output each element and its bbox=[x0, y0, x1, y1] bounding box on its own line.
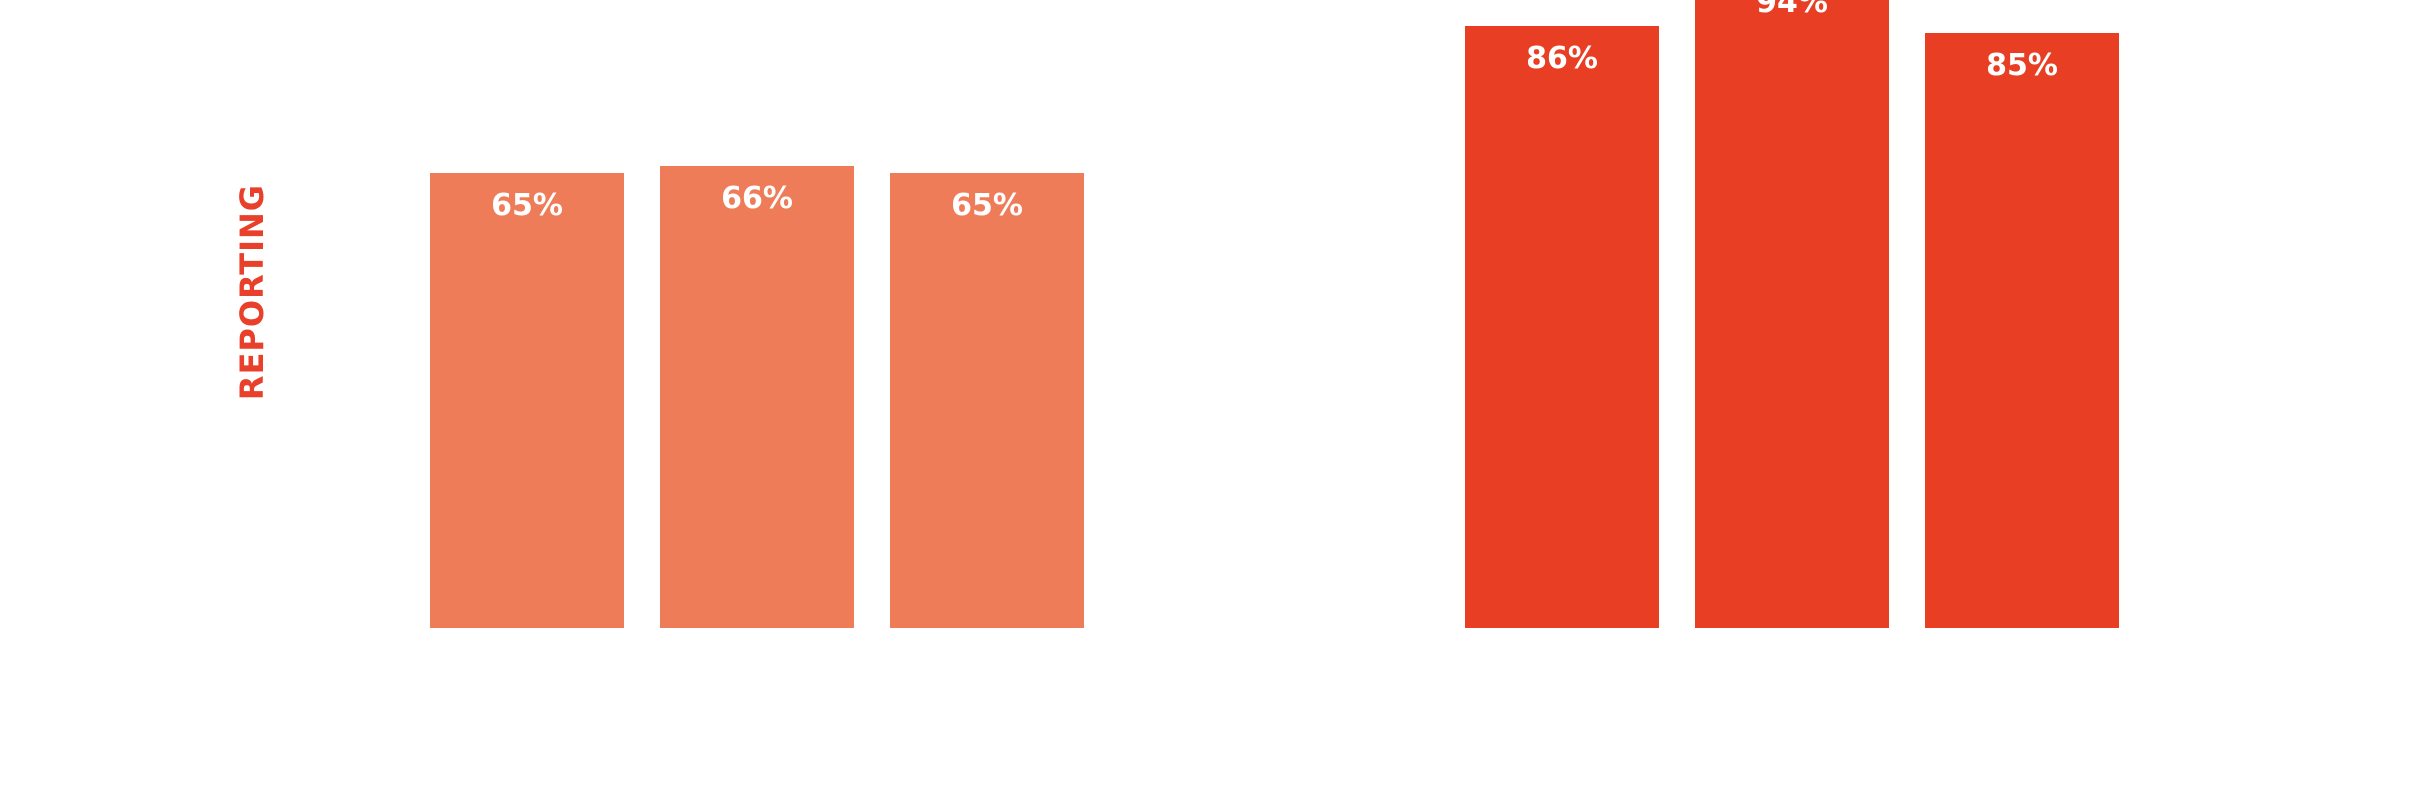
bar-group-right: 86% 94% 85% bbox=[1465, 0, 2119, 628]
bar-left-3 bbox=[890, 173, 1084, 628]
bar-group-left: 65% 66% 65% bbox=[430, 166, 1084, 628]
bar-value-label: 66% bbox=[721, 181, 793, 216]
bar-value-label: 65% bbox=[491, 188, 563, 223]
bar-left-1 bbox=[430, 173, 624, 628]
bar-value-label: 86% bbox=[1526, 41, 1598, 76]
bar-right-2 bbox=[1695, 0, 1889, 628]
bar-value-label: 94% bbox=[1756, 0, 1828, 20]
bar-value-label: 65% bbox=[951, 188, 1023, 223]
bar-left-2 bbox=[660, 166, 854, 628]
bar-right-3 bbox=[1925, 33, 2119, 628]
bar-value-label: 85% bbox=[1986, 48, 2058, 83]
bar-right-1 bbox=[1465, 26, 1659, 628]
